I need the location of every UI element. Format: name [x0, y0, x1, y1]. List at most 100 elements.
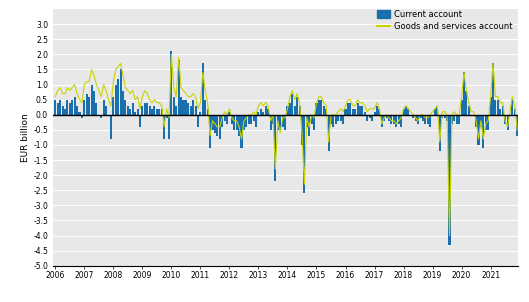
Bar [90, 85, 93, 115]
Bar [243, 115, 245, 130]
Bar [429, 115, 431, 127]
Bar [57, 103, 59, 115]
Bar [308, 115, 311, 136]
Bar [359, 106, 361, 115]
Bar [395, 115, 397, 127]
Bar [250, 115, 252, 124]
Bar [347, 103, 349, 115]
Bar [235, 115, 238, 130]
Bar [405, 106, 407, 115]
Bar [311, 115, 313, 124]
Bar [434, 109, 436, 115]
Bar [451, 115, 453, 124]
Bar [415, 115, 417, 121]
Bar [478, 115, 480, 145]
Bar [325, 109, 327, 115]
Bar [224, 115, 226, 121]
Bar [132, 103, 134, 115]
Bar [303, 115, 305, 193]
Bar [497, 100, 499, 115]
Bar [195, 106, 197, 115]
Bar [229, 112, 231, 115]
Bar [419, 115, 422, 118]
Bar [298, 106, 300, 115]
Bar [158, 109, 160, 115]
Bar [352, 109, 354, 115]
Bar [489, 97, 491, 115]
Bar [357, 103, 359, 115]
Bar [95, 103, 97, 115]
Bar [417, 115, 419, 124]
Bar [364, 112, 366, 115]
Bar [110, 115, 112, 139]
Bar [204, 100, 206, 115]
Bar [212, 115, 214, 130]
Bar [335, 115, 337, 124]
Bar [76, 106, 78, 115]
Bar [381, 115, 383, 127]
Bar [202, 63, 204, 115]
Bar [139, 115, 141, 127]
Bar [373, 112, 376, 115]
Bar [480, 115, 482, 127]
Bar [178, 60, 180, 115]
Bar [279, 115, 281, 130]
Bar [390, 115, 393, 124]
Bar [134, 112, 136, 115]
Bar [69, 103, 71, 115]
Bar [83, 100, 85, 115]
Bar [371, 115, 373, 121]
Bar [506, 115, 508, 130]
Bar [122, 91, 124, 115]
Bar [294, 106, 296, 115]
Bar [86, 94, 88, 115]
Bar [156, 109, 158, 115]
Bar [218, 115, 221, 139]
Bar [441, 115, 443, 118]
Bar [318, 100, 320, 115]
Y-axis label: EUR billion: EUR billion [21, 113, 30, 162]
Bar [170, 51, 172, 115]
Bar [398, 115, 400, 124]
Bar [313, 115, 315, 130]
Bar [458, 115, 460, 124]
Bar [168, 115, 170, 139]
Bar [245, 115, 248, 127]
Bar [315, 103, 317, 115]
Bar [93, 91, 95, 115]
Bar [320, 100, 322, 115]
Bar [216, 115, 218, 136]
Bar [361, 106, 363, 115]
Bar [436, 106, 439, 115]
Bar [332, 115, 334, 127]
Bar [369, 115, 371, 118]
Bar [516, 115, 518, 136]
Bar [272, 115, 274, 124]
Bar [151, 109, 153, 115]
Bar [144, 103, 146, 115]
Bar [117, 79, 119, 115]
Bar [492, 63, 494, 115]
Bar [388, 115, 390, 121]
Bar [258, 112, 260, 115]
Bar [112, 97, 114, 115]
Bar [412, 115, 414, 118]
Bar [192, 100, 194, 115]
Bar [264, 106, 267, 115]
Bar [403, 109, 405, 115]
Bar [330, 115, 332, 124]
Bar [241, 115, 243, 148]
Bar [231, 115, 233, 124]
Bar [197, 115, 199, 127]
Bar [455, 115, 458, 124]
Bar [64, 109, 66, 115]
Bar [59, 100, 61, 115]
Bar [296, 97, 298, 115]
Bar [54, 100, 57, 115]
Bar [88, 97, 90, 115]
Bar [226, 115, 228, 124]
Bar [461, 100, 463, 115]
Bar [161, 109, 163, 115]
Bar [378, 109, 380, 115]
Bar [344, 109, 346, 115]
